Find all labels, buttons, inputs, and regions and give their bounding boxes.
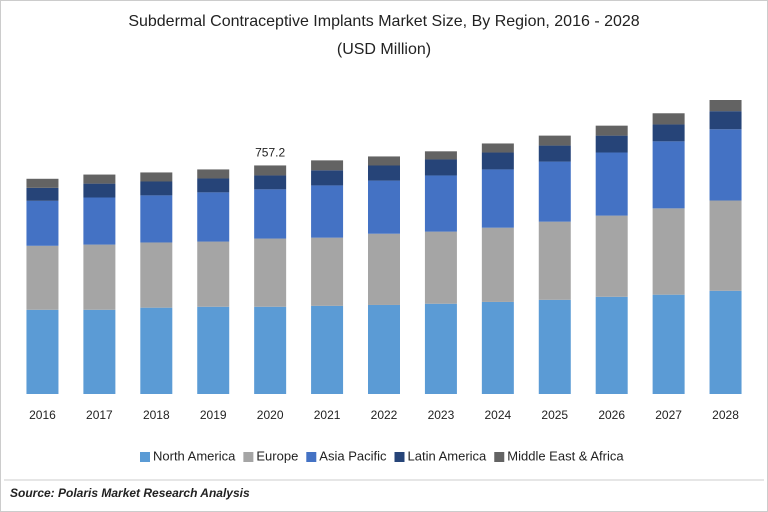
- bar-segment: [424, 159, 457, 176]
- bar-segment: [311, 185, 344, 238]
- bar-segment: [652, 294, 685, 394]
- bar-segment: [26, 309, 59, 394]
- bar-segment: [652, 141, 685, 209]
- annotation: 757.2: [255, 146, 285, 160]
- bar-segment: [311, 160, 344, 171]
- bar-segment: [538, 221, 571, 300]
- bar-segment: [709, 200, 742, 291]
- bar-segment: [140, 181, 173, 196]
- x-tick-label: 2025: [541, 408, 568, 422]
- source: Source: Polaris Market Research Analysis: [10, 486, 250, 500]
- x-tick-label: 2020: [257, 408, 284, 422]
- bar-segment: [140, 172, 173, 182]
- bar-segment: [254, 306, 287, 394]
- x-tick-label: 2021: [314, 408, 341, 422]
- bar-segment: [709, 100, 742, 112]
- bar-segment: [595, 135, 628, 153]
- bar-segment: [481, 227, 514, 302]
- bar-segment: [538, 145, 571, 162]
- bar-segment: [595, 152, 628, 216]
- legend-swatch: [243, 452, 254, 462]
- bar-segment: [538, 299, 571, 394]
- x-tick-label: 2022: [371, 408, 398, 422]
- x-tick-label: 2023: [428, 408, 455, 422]
- legend-swatch: [306, 452, 317, 462]
- chart-title: Subdermal Contraceptive Implants Market …: [128, 13, 639, 30]
- legend-swatch: [394, 452, 405, 462]
- bar-segment: [709, 290, 742, 394]
- x-tick-label: 2016: [29, 408, 56, 422]
- bar-segment: [140, 195, 173, 243]
- legend-swatch: [140, 452, 150, 462]
- bar-segment: [481, 152, 514, 170]
- x-tick-label: 2017: [86, 408, 113, 422]
- chart-subtitle: (USD Million): [337, 41, 431, 58]
- legend-label: Latin America: [408, 448, 488, 463]
- bar-segment: [709, 129, 742, 201]
- bar-segment: [595, 296, 628, 394]
- bar-segment: [140, 242, 173, 308]
- bar-segment: [652, 113, 685, 125]
- x-tick-label: 2024: [484, 408, 511, 422]
- bar-segment: [424, 231, 457, 304]
- legend-label: North America: [153, 448, 236, 463]
- bar-segment: [424, 175, 457, 232]
- x-tick-label: 2028: [712, 408, 739, 422]
- bar-segment: [652, 124, 685, 142]
- bar-segment: [595, 215, 628, 297]
- bar-segment: [254, 238, 287, 307]
- bar-segment: [83, 309, 116, 394]
- bar-segment: [197, 306, 230, 394]
- bar-segment: [140, 307, 173, 394]
- bar-segment: [595, 125, 628, 136]
- bar-segment: [26, 187, 59, 201]
- bar-segment: [83, 174, 116, 184]
- bar-segment: [368, 233, 400, 305]
- bar-segment: [311, 305, 344, 394]
- bar-segment: [254, 189, 287, 239]
- bar-segment: [26, 200, 59, 246]
- bar-segment: [368, 180, 400, 234]
- bar-segment: [197, 178, 230, 193]
- bar-segment: [481, 143, 514, 153]
- x-tick-label: 2026: [598, 408, 625, 422]
- bar-segment: [368, 156, 400, 166]
- bar-segment: [311, 237, 344, 306]
- bar-segment: [197, 241, 230, 307]
- legend-label: Asia Pacific: [319, 448, 387, 463]
- bar-segment: [83, 197, 116, 245]
- bar-segment: [83, 183, 116, 198]
- bar-segment: [538, 135, 571, 146]
- legend-label: Europe: [256, 448, 298, 463]
- bar-segment: [709, 111, 742, 130]
- bar-segment: [197, 169, 230, 179]
- bar-segment: [368, 165, 400, 181]
- bar-segment: [254, 175, 287, 190]
- x-tick-label: 2019: [200, 408, 227, 422]
- x-tick-label: 2018: [143, 408, 170, 422]
- bar-segment: [83, 244, 116, 310]
- bar-segment: [26, 245, 59, 310]
- legend-swatch: [494, 452, 505, 462]
- bar-segment: [481, 169, 514, 228]
- bar-segment: [254, 165, 287, 176]
- bar-segment: [311, 170, 344, 186]
- bar-segment: [368, 304, 400, 394]
- bar-segment: [481, 301, 514, 394]
- bar-segment: [424, 303, 457, 394]
- legend-label: Middle East & Africa: [507, 448, 624, 463]
- bar-segment: [652, 208, 685, 295]
- x-tick-label: 2027: [655, 408, 682, 422]
- bar-segment: [424, 151, 457, 160]
- bar-segment: [538, 161, 571, 222]
- bar-segment: [26, 178, 59, 188]
- bar-segment: [197, 192, 230, 242]
